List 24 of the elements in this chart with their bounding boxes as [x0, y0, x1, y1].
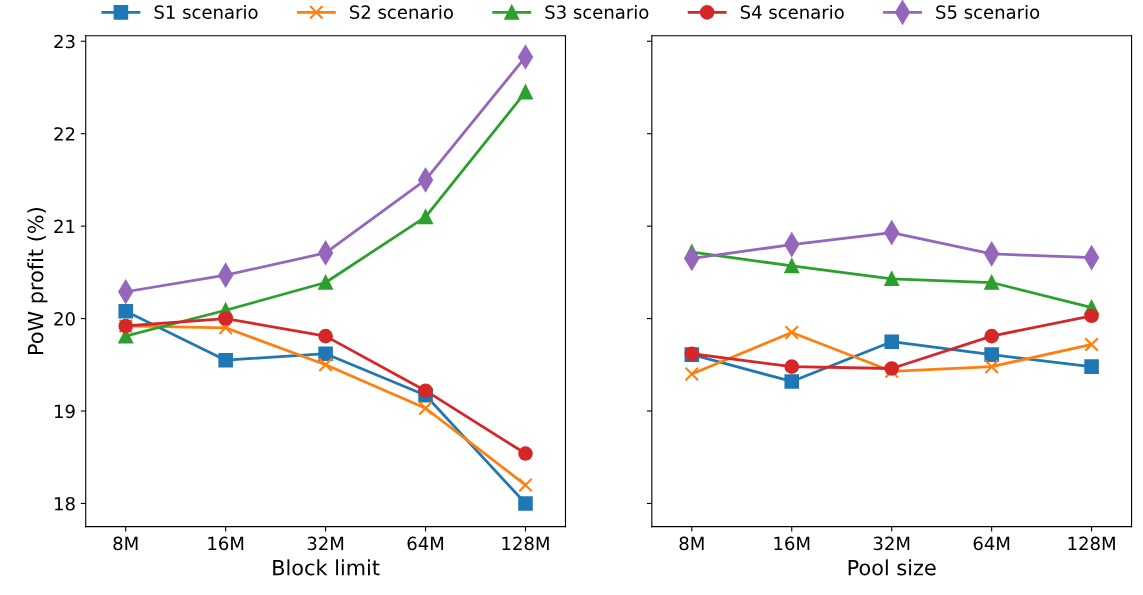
- x-tick-label: 16M: [208, 536, 244, 551]
- y-tick-label: 23: [54, 34, 75, 49]
- x-tick-label: 64M: [973, 536, 1010, 551]
- x-tick-label: 16M: [774, 536, 810, 551]
- legend-label: S5 scenario: [936, 4, 1040, 19]
- y-tick-label: 22: [54, 127, 75, 141]
- legend-label: S2 scenario: [350, 4, 453, 19]
- x-tick-label: 8M: [113, 536, 138, 551]
- y-tick-label: 20: [54, 312, 75, 326]
- legend-label: S3 scenario: [545, 4, 649, 19]
- x-tick-label: 8M: [679, 536, 704, 551]
- x-axis-title: Pool size: [848, 559, 936, 576]
- y-tick-label: 21: [54, 219, 75, 233]
- x-tick-label: 64M: [407, 536, 444, 551]
- x-tick-label: 32M: [873, 536, 910, 551]
- legend-label: S1 scenario: [154, 4, 258, 19]
- x-tick-label: 128M: [502, 536, 549, 551]
- y-tick-label: 19: [55, 404, 75, 419]
- x-tick-label: 128M: [1068, 536, 1115, 551]
- x-axis-title: Block limit: [273, 559, 380, 576]
- y-axis-title: PoW profit (%): [27, 208, 48, 354]
- x-tick-label: 32M: [307, 536, 344, 551]
- legend-label: S4 scenario: [740, 4, 844, 19]
- y-tick-label: 18: [55, 496, 75, 511]
